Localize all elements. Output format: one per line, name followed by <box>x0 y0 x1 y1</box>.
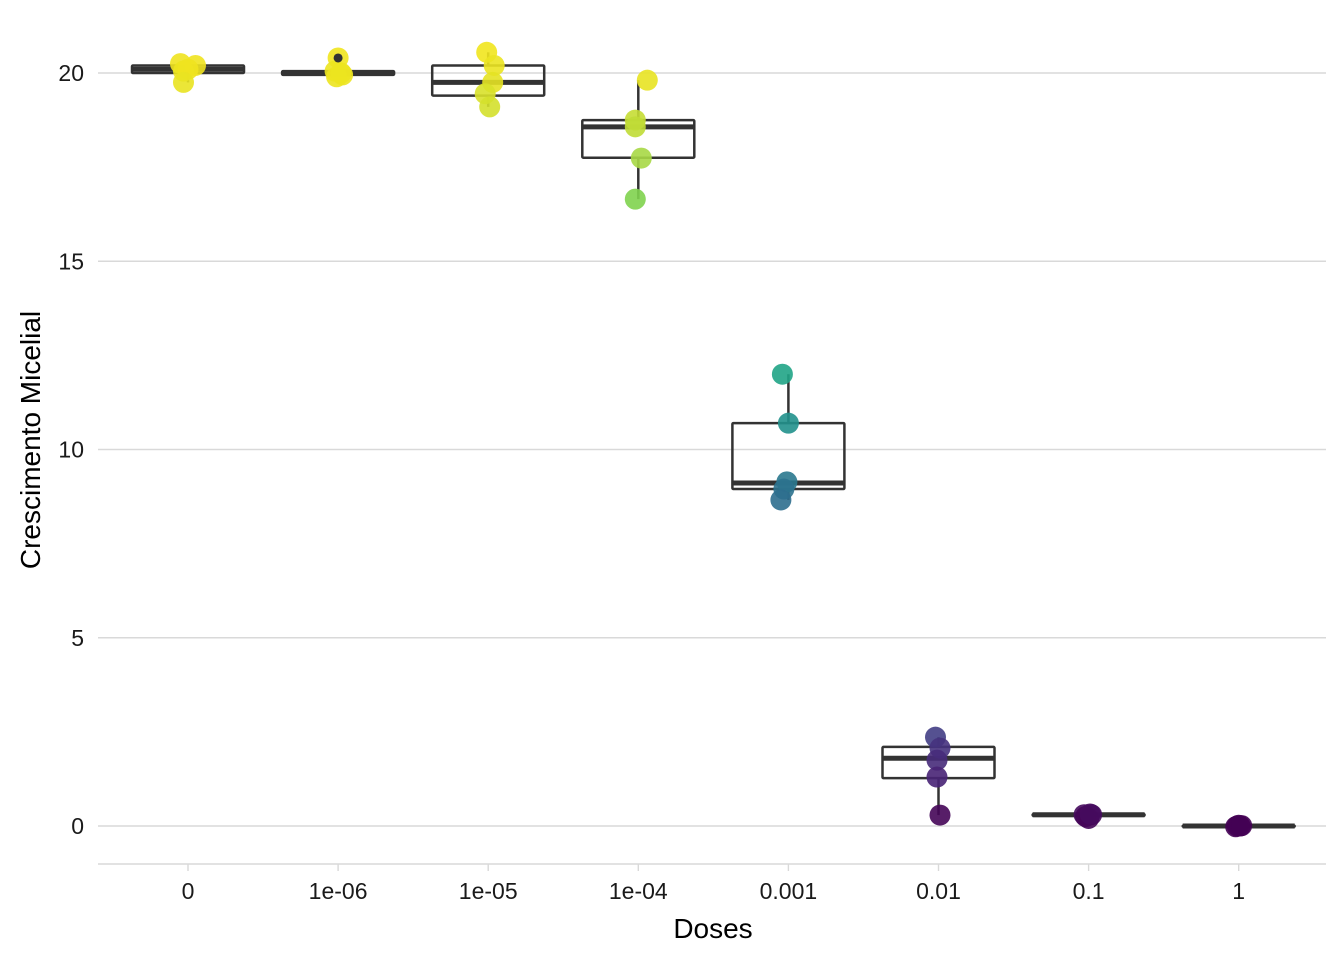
x-tick-label-1: 1 <box>1232 878 1245 904</box>
data-point-1 <box>1231 815 1253 837</box>
data-point-0.01 <box>929 804 951 826</box>
data-point-0.001 <box>771 363 793 385</box>
x-axis <box>98 863 1326 871</box>
data-point-0 <box>172 71 194 93</box>
x-tick-label-0.1: 0.1 <box>1073 878 1105 904</box>
x-tick-label-0: 0 <box>182 878 195 904</box>
y-axis-title: Crescimento Micelial <box>15 311 46 569</box>
y-tick-label-20: 20 <box>58 60 84 86</box>
x-tick-label-1e-05: 1e-05 <box>459 878 518 904</box>
data-point-1e-04 <box>636 69 658 91</box>
data-point-1e-05 <box>479 96 501 118</box>
data-point-1e-06 <box>330 62 352 84</box>
y-tick-label-5: 5 <box>71 625 84 651</box>
y-tick-label-0: 0 <box>71 813 84 839</box>
data-point-0.01 <box>926 766 948 788</box>
gridlines <box>98 72 1326 827</box>
data-point-1e-05 <box>483 54 505 76</box>
x-axis-title: Doses <box>673 913 752 944</box>
x-tick-labels: 0 1e-06 1e-05 1e-04 0.001 0.01 0.1 1 <box>182 878 1245 904</box>
x-tick-label-1e-04: 1e-04 <box>609 878 668 904</box>
data-point-1e-04 <box>630 147 652 169</box>
x-tick-label-0.001: 0.001 <box>760 878 818 904</box>
data-point-0.001 <box>777 412 799 434</box>
data-point-1e-04 <box>624 188 646 210</box>
x-tick-label-1e-06: 1e-06 <box>309 878 368 904</box>
data-point-0.01 <box>926 749 948 771</box>
y-tick-labels: 0 5 10 15 20 <box>58 60 84 839</box>
y-tick-label-15: 15 <box>58 248 84 274</box>
data-point-0.1 <box>1079 803 1101 825</box>
data-point-1e-04 <box>624 116 646 138</box>
y-tick-label-10: 10 <box>58 437 84 463</box>
points <box>169 41 1253 838</box>
data-point-0.001 <box>770 489 792 511</box>
outlier-1e-06 <box>333 53 343 63</box>
x-tick-label-0.01: 0.01 <box>916 878 961 904</box>
